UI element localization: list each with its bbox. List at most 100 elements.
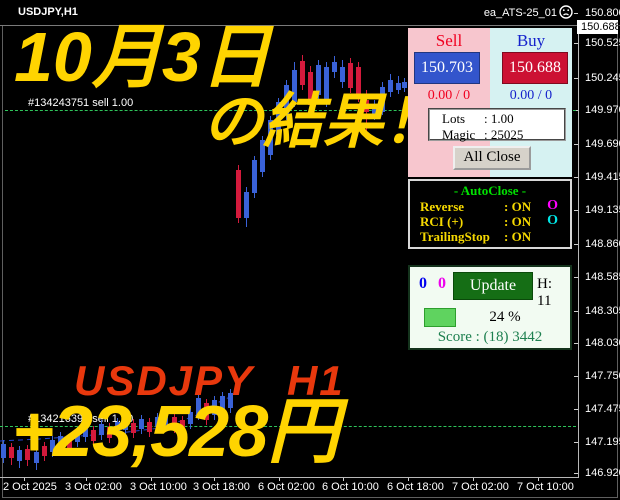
price-axis-label: 150.245 xyxy=(585,72,620,84)
trade-panel: Sell Buy 150.703 150.688 0.00 / 0 0.00 /… xyxy=(408,28,572,177)
progress-bar xyxy=(424,308,556,327)
candle-body xyxy=(99,424,104,435)
time-tick xyxy=(279,478,280,481)
candle-body xyxy=(332,62,337,72)
counter-magenta: 0 xyxy=(438,275,446,292)
time-axis-label: 3 Oct 18:00 xyxy=(193,481,250,493)
time-axis-label: 7 Oct 10:00 xyxy=(517,481,574,493)
candle-body xyxy=(340,67,345,82)
candle-body xyxy=(196,398,201,415)
autoclose-row-label: Reverse xyxy=(420,199,465,214)
price-axis-label: 149.415 xyxy=(585,171,620,183)
candle-body xyxy=(50,440,55,452)
price-tick xyxy=(574,177,578,178)
price-tick xyxy=(574,144,578,145)
time-axis-label: 3 Oct 10:00 xyxy=(130,481,187,493)
candle-body xyxy=(348,63,353,88)
candle-body xyxy=(34,452,39,463)
price-axis-label: 150.525 xyxy=(585,37,620,49)
candle-body xyxy=(67,439,72,449)
candle-body xyxy=(188,412,193,424)
hours-label: H: 11 xyxy=(537,276,552,309)
price-axis-label: 148.305 xyxy=(585,305,620,317)
ea-status-face-icon xyxy=(559,5,573,19)
status-ring-icon: O xyxy=(547,213,558,228)
order-line-label: #134243751 sell 1.00 xyxy=(28,97,134,109)
lots-label: Lots xyxy=(442,111,466,126)
candle-body xyxy=(212,400,217,415)
overlay-profit-text: +23,528円 xyxy=(12,392,339,472)
candle-body xyxy=(268,120,273,155)
candle-body xyxy=(147,422,152,432)
overlay-pair-text: USDJPY H1 xyxy=(74,357,345,404)
price-tick xyxy=(574,343,578,344)
candle-body xyxy=(131,423,136,433)
ea-name-label: ea_ATS-25_01 xyxy=(483,7,557,19)
candle-body xyxy=(172,417,177,428)
autoclose-row-label: TrailingStop xyxy=(420,229,490,244)
autoclose-title: - AutoClose - xyxy=(453,183,527,198)
autoclose-row: RCI (+): ON O xyxy=(410,213,570,230)
candle-body xyxy=(83,428,88,437)
overlay-result-text: の結果！ xyxy=(203,88,443,155)
price-axis-label: 149.970 xyxy=(585,104,620,116)
candle-body xyxy=(308,72,313,105)
sell-profit-count: 0.00 / 0 xyxy=(427,88,471,103)
autoclose-row-value: : ON xyxy=(504,229,532,244)
order-line xyxy=(0,426,576,427)
candle-body xyxy=(91,430,96,441)
candle-body xyxy=(236,170,241,218)
candle-body xyxy=(42,446,47,456)
candle-body xyxy=(1,444,6,458)
candle-body xyxy=(75,431,80,442)
candle-body xyxy=(163,416,168,425)
sell-price-button[interactable]: 150.703 xyxy=(414,52,480,84)
time-axis-label: 3 Oct 02:00 xyxy=(65,481,122,493)
candle-body xyxy=(180,420,185,431)
price-tick xyxy=(574,311,578,312)
price-tick xyxy=(574,43,578,44)
candle-body xyxy=(244,192,249,218)
price-axis-line xyxy=(578,25,579,477)
candle-body xyxy=(364,100,369,112)
sell-header: Sell xyxy=(435,31,463,50)
price-axis-label: 149.690 xyxy=(585,138,620,150)
buy-price-button[interactable]: 150.688 xyxy=(502,52,568,84)
price-tick xyxy=(574,409,578,410)
update-button[interactable]: Update xyxy=(453,272,533,300)
candle-body xyxy=(260,140,265,172)
magic-value: : 25025 xyxy=(484,127,524,142)
time-tick xyxy=(214,478,215,481)
price-tick xyxy=(574,110,578,111)
time-tick xyxy=(343,478,344,481)
candle-body xyxy=(372,108,377,115)
time-axis-label: 7 Oct 02:00 xyxy=(452,481,509,493)
candle-body xyxy=(228,393,233,408)
symbol-period-label: USDJPY,H1 xyxy=(18,6,78,18)
autoclose-panel: - AutoClose - Reverse : ON O RCI (+): ON O Tr… xyxy=(408,179,572,249)
candle-body xyxy=(9,447,14,458)
candle-body xyxy=(204,403,209,420)
candle-body xyxy=(17,450,22,461)
price-axis-label: 147.475 xyxy=(585,403,620,415)
candle-body xyxy=(58,436,63,446)
price-axis-label: 148.585 xyxy=(585,271,620,283)
all-close-button[interactable]: All Close xyxy=(453,146,531,170)
overlay-date-text: 10月3日 xyxy=(14,18,271,96)
lots-value: : 1.00 xyxy=(484,111,514,126)
time-axis-line xyxy=(0,477,579,478)
candle-body xyxy=(316,65,321,95)
time-tick xyxy=(408,478,409,481)
candle-body xyxy=(123,420,128,430)
time-axis-label: 2 Oct 2025 xyxy=(3,481,57,493)
time-axis-label: 6 Oct 02:00 xyxy=(258,481,315,493)
candle-body xyxy=(284,85,289,115)
price-axis-label: 146.920 xyxy=(585,467,620,479)
candle-body xyxy=(380,87,385,112)
time-tick xyxy=(86,478,87,481)
time-tick xyxy=(151,478,152,481)
price-tick xyxy=(574,442,578,443)
chart-title-bar: USDJPY,H1 ea_ATS-25_01 xyxy=(0,0,620,25)
